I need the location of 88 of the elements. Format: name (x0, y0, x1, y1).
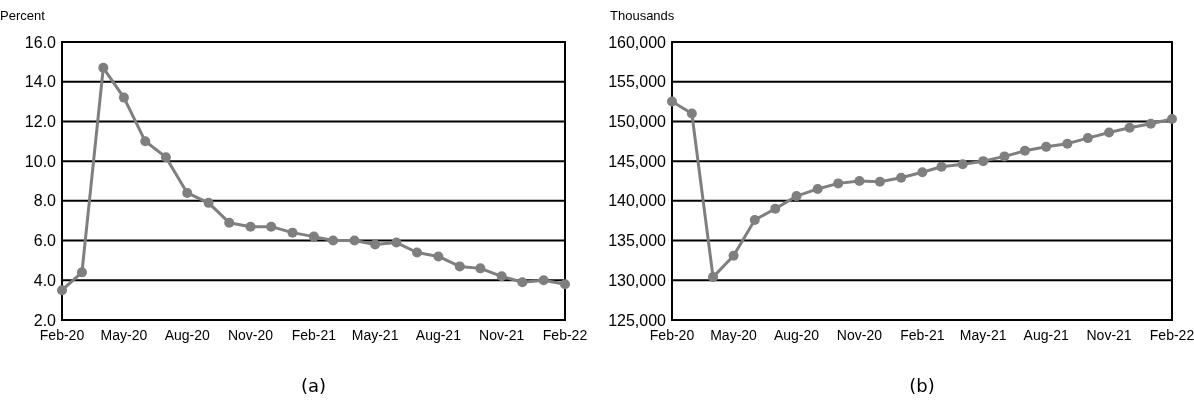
point (728, 250, 739, 261)
y-tick-label: 130,000 (608, 271, 667, 289)
point (308, 231, 319, 242)
point (266, 221, 277, 232)
point (76, 267, 87, 278)
point (1167, 114, 1177, 125)
point (57, 285, 67, 296)
point (896, 172, 907, 183)
point (560, 279, 570, 290)
y-tick-label: 160,000 (608, 33, 667, 51)
point (538, 275, 549, 286)
point (140, 136, 151, 147)
x-tick-label: Aug-21 (1023, 327, 1069, 343)
point (370, 239, 381, 250)
x-tick-label: Nov-20 (227, 327, 274, 343)
point (349, 235, 360, 246)
x-tick-label: Nov-21 (479, 327, 525, 343)
x-tick-label: Aug-20 (164, 327, 211, 343)
point (854, 176, 865, 186)
y-tick-label: 14.0 (24, 73, 57, 91)
x-tick-label: Feb-20 (649, 327, 695, 343)
point (833, 178, 844, 189)
y-tick-label: 16.0 (24, 33, 57, 51)
point (667, 96, 677, 107)
y-tick-label: 6.0 (33, 232, 57, 250)
x-tick-label: Aug-20 (773, 327, 820, 343)
y-tick-label: 10.0 (24, 152, 57, 170)
point (1082, 133, 1093, 144)
x-tick-label: Feb-20 (39, 327, 85, 343)
point (1124, 122, 1135, 133)
x-tick-label: May-20 (710, 327, 758, 343)
point (517, 277, 528, 288)
point (203, 197, 214, 208)
point (812, 183, 823, 194)
y-tick-label: 150,000 (608, 113, 667, 131)
point (1145, 118, 1156, 129)
y-tick-label: 155,000 (608, 73, 667, 91)
point (749, 214, 760, 225)
y-tick-label: 145,000 (608, 152, 667, 170)
y-tick-label: 2.0 (33, 311, 57, 329)
point (957, 159, 968, 170)
point (118, 92, 129, 103)
point (496, 271, 507, 282)
x-tick-label: Nov-21 (1086, 327, 1132, 343)
y-axis-title: Thousands (610, 8, 675, 23)
point (245, 221, 256, 232)
y-tick-label: 140,000 (608, 192, 667, 210)
point (328, 235, 339, 246)
y-tick-label: 8.0 (33, 192, 57, 210)
text: (b) (909, 375, 935, 396)
point (412, 247, 423, 258)
point (770, 203, 781, 214)
point (1019, 145, 1030, 156)
x-tick-label: Feb-22 (1149, 327, 1194, 343)
text: (a) (300, 375, 327, 396)
point (287, 227, 298, 238)
x-tick-label: Aug-21 (415, 327, 462, 343)
point (791, 191, 802, 202)
x-tick-label: May-21 (351, 327, 399, 343)
point (708, 272, 719, 283)
point (686, 108, 697, 119)
point (454, 261, 465, 272)
x-tick-label: Feb-21 (291, 327, 337, 343)
point (98, 62, 109, 73)
point (936, 161, 947, 172)
y-tick-label: 4.0 (33, 271, 57, 289)
y-tick-label: 12.0 (24, 113, 57, 131)
point (999, 151, 1010, 162)
point (475, 263, 486, 274)
point (160, 152, 171, 163)
x-tick-label: May-20 (100, 327, 148, 343)
y-tick-label: 125,000 (608, 311, 667, 329)
point (433, 251, 444, 262)
x-tick-label: Feb-21 (900, 327, 945, 343)
point (224, 217, 235, 228)
point (182, 187, 193, 198)
point (978, 156, 989, 167)
x-tick-label: Nov-20 (836, 327, 883, 343)
y-tick-label: 135,000 (608, 232, 667, 250)
x-tick-label: Feb-22 (542, 327, 588, 343)
point (1104, 127, 1115, 138)
x-tick-label: May-21 (959, 327, 1007, 343)
y-axis-title: Percent (0, 8, 46, 23)
point (917, 167, 928, 178)
point (1041, 141, 1052, 152)
point (874, 176, 885, 187)
point (1062, 138, 1073, 149)
point (391, 237, 402, 248)
